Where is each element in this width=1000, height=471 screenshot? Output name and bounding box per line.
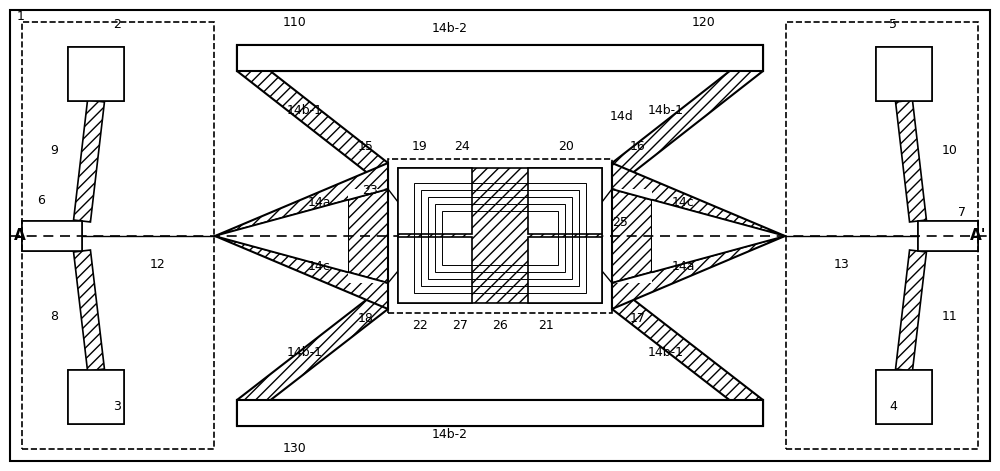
Bar [398, 168, 602, 303]
Polygon shape [74, 250, 104, 371]
Text: 22: 22 [412, 319, 428, 332]
Polygon shape [215, 163, 388, 236]
Text: 26: 26 [492, 319, 508, 332]
Text: 14b-1: 14b-1 [648, 105, 684, 117]
Polygon shape [612, 189, 785, 283]
Text: 14b-1: 14b-1 [287, 105, 323, 117]
Bar [237, 400, 763, 426]
Bar [22, 22, 214, 449]
Text: 23: 23 [362, 185, 378, 197]
Polygon shape [74, 100, 104, 222]
Text: 14d: 14d [610, 109, 634, 122]
Text: 14a: 14a [308, 196, 332, 210]
Bar [428, 197, 572, 279]
Text: 3: 3 [113, 400, 121, 414]
Text: 16: 16 [630, 139, 646, 153]
Polygon shape [237, 283, 388, 426]
Text: 21: 21 [538, 319, 554, 332]
Bar [442, 211, 558, 265]
Polygon shape [215, 236, 388, 309]
Bar [398, 168, 472, 234]
Text: 8: 8 [50, 309, 58, 323]
Text: 2: 2 [113, 17, 121, 31]
Text: 27: 27 [452, 319, 468, 332]
Polygon shape [215, 189, 388, 283]
Bar [918, 221, 978, 251]
Text: A: A [14, 227, 26, 243]
Text: 14a: 14a [672, 260, 696, 273]
Bar [876, 47, 932, 101]
Text: 24: 24 [454, 140, 470, 153]
Text: 19: 19 [412, 140, 428, 153]
Text: 120: 120 [692, 16, 716, 29]
Polygon shape [348, 189, 388, 283]
Bar [68, 47, 124, 101]
Bar [398, 237, 472, 303]
Bar [237, 45, 763, 71]
Bar [237, 400, 763, 426]
Polygon shape [612, 189, 652, 283]
Bar [876, 370, 932, 424]
Text: 20: 20 [558, 140, 574, 153]
Text: 14c: 14c [308, 260, 331, 273]
Text: 13: 13 [834, 258, 850, 270]
Text: 110: 110 [283, 16, 307, 29]
Polygon shape [237, 45, 388, 189]
Bar [68, 370, 124, 424]
Bar [22, 221, 82, 251]
Text: 14c: 14c [672, 196, 695, 210]
Polygon shape [896, 100, 926, 222]
Text: 7: 7 [958, 206, 966, 219]
Polygon shape [612, 236, 785, 309]
Bar [68, 47, 124, 101]
Text: 1: 1 [17, 10, 25, 23]
Bar [918, 221, 978, 251]
Text: 5: 5 [889, 17, 897, 31]
Polygon shape [612, 45, 763, 189]
Text: 9: 9 [50, 145, 58, 157]
Text: 10: 10 [942, 145, 958, 157]
Bar [528, 168, 602, 234]
Text: 11: 11 [942, 309, 958, 323]
Text: 25: 25 [612, 217, 628, 229]
Text: A': A' [970, 227, 986, 243]
Text: 14b-1: 14b-1 [648, 347, 684, 359]
Text: 17: 17 [630, 312, 646, 325]
Bar [421, 190, 579, 286]
Polygon shape [896, 250, 926, 371]
Polygon shape [612, 163, 785, 236]
Polygon shape [612, 283, 763, 426]
Bar [876, 47, 932, 101]
Bar [237, 45, 763, 71]
Bar [528, 237, 602, 303]
Text: 14b-1: 14b-1 [287, 347, 323, 359]
Text: 18: 18 [358, 312, 374, 325]
Text: 15: 15 [358, 139, 374, 153]
Bar [68, 370, 124, 424]
Bar [414, 183, 586, 293]
Bar [786, 22, 978, 449]
Text: 4: 4 [889, 400, 897, 414]
Bar [435, 204, 565, 272]
Bar [22, 221, 82, 251]
Text: 12: 12 [150, 258, 166, 270]
Text: 14b-2: 14b-2 [432, 428, 468, 440]
Bar [388, 159, 612, 313]
Text: 130: 130 [283, 442, 307, 455]
Bar [876, 370, 932, 424]
Text: 14b-2: 14b-2 [432, 22, 468, 34]
Text: 6: 6 [37, 195, 45, 208]
